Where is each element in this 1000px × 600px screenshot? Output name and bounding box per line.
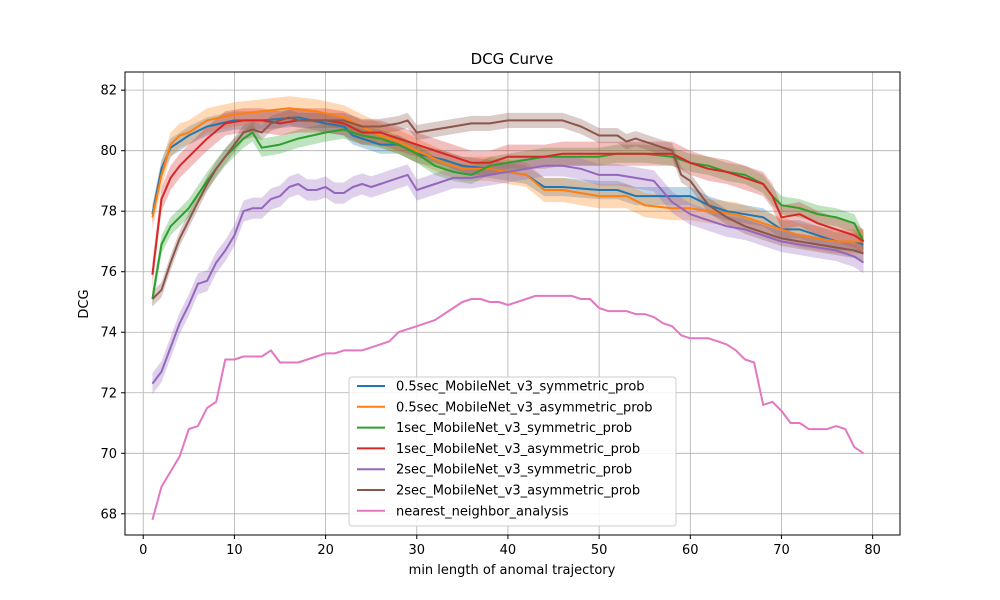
series-line-3 bbox=[151, 119, 865, 275]
x-tick-label: 10 bbox=[226, 543, 243, 558]
x-tick-label: 80 bbox=[864, 543, 881, 558]
x-tick-label: 30 bbox=[408, 543, 425, 558]
x-tick-label: 70 bbox=[773, 543, 790, 558]
x-axis-label: min length of anomal trajectory bbox=[409, 563, 616, 578]
legend: 0.5sec_MobileNet_v3_symmetric_prob 0.5sec… bbox=[348, 376, 677, 527]
series-line-5 bbox=[151, 116, 864, 300]
series-band-5 bbox=[152, 109, 864, 307]
series-lines bbox=[151, 107, 865, 521]
x-tick-label: 60 bbox=[682, 543, 699, 558]
legend-label-3: 1sec_MobileNet_v3_asymmetric_prob bbox=[396, 442, 640, 457]
legend-label-6: nearest_neighbor_analysis bbox=[396, 504, 569, 519]
plot-frame bbox=[124, 71, 901, 536]
y-axis-label: DCG bbox=[77, 289, 92, 318]
legend-label-2: 1sec_MobileNet_v3_symmetric_prob bbox=[396, 421, 632, 436]
y-tick-label: 72 bbox=[100, 386, 117, 401]
series-line-4 bbox=[151, 164, 865, 385]
y-tick-label: 70 bbox=[100, 447, 117, 462]
y-tick-label: 76 bbox=[100, 265, 117, 280]
series-band-3 bbox=[152, 108, 864, 287]
y-tick-label: 74 bbox=[100, 326, 117, 341]
series-line-6 bbox=[151, 294, 865, 521]
legend-label-0: 0.5sec_MobileNet_v3_symmetric_prob bbox=[396, 380, 645, 395]
series-band-4 bbox=[152, 155, 864, 395]
x-tick-label: 50 bbox=[591, 543, 608, 558]
legend-label-4: 2sec_MobileNet_v3_symmetric_prob bbox=[396, 463, 632, 478]
x-tick-label: 40 bbox=[500, 543, 517, 558]
y-tick-label: 78 bbox=[100, 205, 117, 220]
y-tick-label: 82 bbox=[100, 84, 117, 99]
chart-title: DCG Curve bbox=[471, 50, 554, 68]
series-band-1 bbox=[152, 96, 864, 254]
series-line-1 bbox=[151, 107, 864, 243]
y-axis-ticks: 68 70 72 74 76 78 80 82 bbox=[100, 84, 125, 522]
series-band-2 bbox=[152, 120, 864, 309]
y-tick-label: 80 bbox=[100, 144, 117, 159]
x-tick-label: 20 bbox=[317, 543, 334, 558]
x-tick-label: 0 bbox=[139, 543, 147, 558]
x-axis-ticks: 0 10 20 30 40 50 60 70 80 bbox=[139, 535, 881, 558]
legend-label-5: 2sec_MobileNet_v3_asymmetric_prob bbox=[396, 484, 640, 499]
legend-label-1: 0.5sec_MobileNet_v3_asymmetric_prob bbox=[396, 400, 653, 415]
y-tick-label: 68 bbox=[100, 507, 117, 522]
legend-box bbox=[348, 376, 677, 527]
grid-lines bbox=[125, 72, 900, 535]
